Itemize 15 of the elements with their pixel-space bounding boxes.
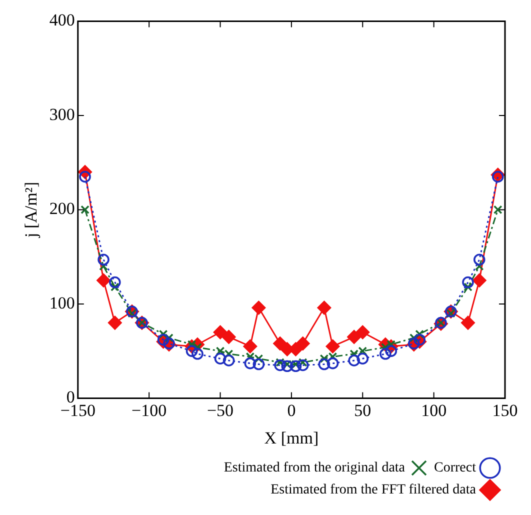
legend-label: Estimated from the FFT filtered data bbox=[270, 482, 477, 498]
x-tick-label: 50 bbox=[354, 400, 372, 420]
y-tick-label: 300 bbox=[49, 104, 75, 124]
legend-label: Correct bbox=[434, 460, 476, 476]
x-tick-label: 100 bbox=[421, 400, 447, 420]
x-axis-title: X [mm] bbox=[264, 428, 319, 448]
x-tick-label: −50 bbox=[206, 400, 234, 420]
x-tick-label: 0 bbox=[287, 400, 296, 420]
y-tick-label: 200 bbox=[49, 199, 75, 218]
y-axis-title: j [A/m²] bbox=[22, 182, 41, 239]
y-tick-label: 400 bbox=[49, 10, 75, 30]
x-tick-label: 150 bbox=[492, 400, 518, 420]
legend-label: Estimated from the original data bbox=[224, 460, 406, 476]
x-tick-label: −100 bbox=[132, 400, 167, 420]
y-tick-label: 100 bbox=[49, 293, 75, 312]
